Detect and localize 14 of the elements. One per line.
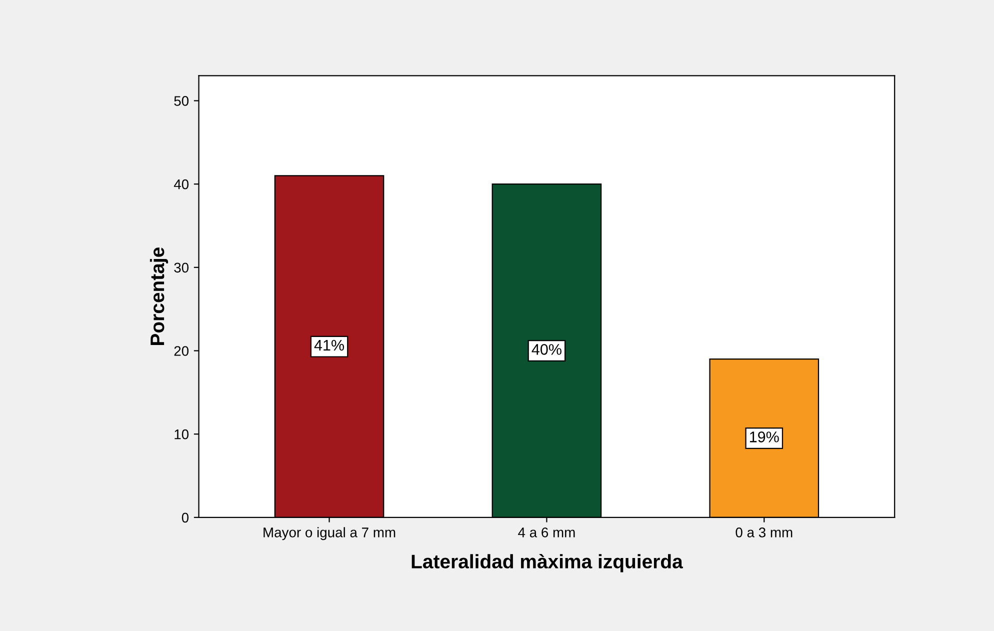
x-tick-label: 4 a 6 mm — [518, 528, 575, 538]
y-tick-label: 10 — [174, 429, 189, 440]
x-tick-label: Mayor o igual a 7 mm — [264, 527, 396, 540]
y-tick-label: 0 — [182, 512, 189, 523]
y-tick-label: 40 — [174, 179, 189, 190]
data-label: 19% — [750, 432, 779, 442]
x-axis-title: Lateralidad màxima izquierda — [412, 554, 683, 572]
y-tick-label: 20 — [174, 346, 189, 356]
y-tick-label: 50 — [174, 96, 189, 106]
data-label: 41% — [314, 340, 344, 351]
x-tick-label: 0 a 3 mm — [736, 528, 792, 538]
y-axis-title: Porcentaje — [150, 248, 168, 345]
y-tick-label: 30 — [174, 262, 189, 273]
data-label: 40% — [532, 344, 562, 355]
